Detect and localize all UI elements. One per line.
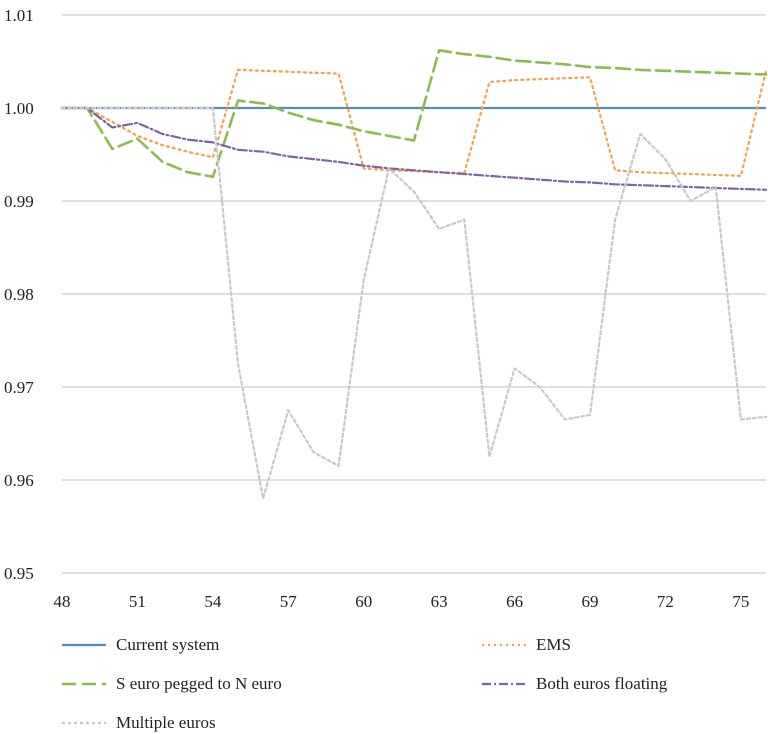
x-tick-label: 48 <box>54 592 71 611</box>
series-lines <box>60 48 768 500</box>
x-tick-label: 69 <box>582 592 599 611</box>
y-tick-label: 0.95 <box>4 564 34 583</box>
y-tick-label: 0.96 <box>4 471 34 490</box>
y-tick-label: 1.00 <box>4 99 34 118</box>
legend-label: S euro pegged to N euro <box>116 674 282 693</box>
legend-item: Current system <box>62 634 219 656</box>
legend-swatch <box>62 643 106 647</box>
legend-swatch <box>62 721 106 725</box>
legend-label: Both euros floating <box>536 674 668 693</box>
legend-label: Multiple euros <box>116 713 216 732</box>
y-tick-label: 1.01 <box>4 6 34 25</box>
line-chart: 0.95 0.96 0.97 0.98 0.99 1.00 1.01 48 51 54 57 60 6… <box>4 6 768 611</box>
x-tick-label: 75 <box>732 592 749 611</box>
x-tick-label: 63 <box>431 592 448 611</box>
legend-item: Both euros floating <box>482 673 667 695</box>
y-tick-label: 0.97 <box>4 378 34 397</box>
x-tick-label: 60 <box>355 592 372 611</box>
y-axis-ticks: 0.95 0.96 0.97 0.98 0.99 1.00 1.01 <box>4 6 34 583</box>
x-axis-ticks: 48 51 54 57 60 63 66 69 72 75 <box>54 592 750 611</box>
x-tick-label: 66 <box>506 592 523 611</box>
gridlines <box>62 14 766 574</box>
series-line-1 <box>60 68 768 177</box>
legend-label: EMS <box>536 635 571 654</box>
legend-swatch <box>482 643 526 647</box>
legend-swatch <box>62 682 106 686</box>
x-tick-label: 72 <box>657 592 674 611</box>
legend-label: Current system <box>116 635 220 654</box>
y-tick-label: 0.98 <box>4 285 34 304</box>
legend-item: S euro pegged to N euro <box>62 673 282 695</box>
y-tick-label: 0.99 <box>4 192 34 211</box>
x-tick-label: 57 <box>280 592 298 611</box>
series-line-2 <box>60 48 768 179</box>
series-line-4 <box>60 106 768 500</box>
legend-item: Multiple euros <box>62 712 216 734</box>
legend-item: EMS <box>482 634 571 656</box>
series-line-3 <box>60 106 768 191</box>
x-tick-label: 51 <box>129 592 146 611</box>
x-tick-label: 54 <box>204 592 222 611</box>
legend-swatch <box>482 682 526 686</box>
